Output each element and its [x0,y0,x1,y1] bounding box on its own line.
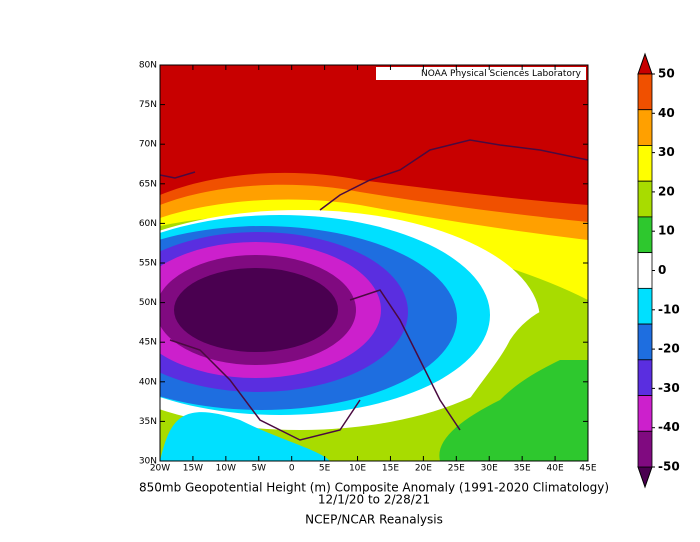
colorbar-box [637,287,653,325]
colorbar-label: 0 [658,263,666,277]
longitude-label: 15E [382,464,399,474]
colorbar-label: -20 [658,342,680,356]
colorbar-box [637,359,653,396]
title-line: 12/1/20 to 2/28/21 [318,493,430,507]
latitude-label: 50N [139,298,157,308]
title-line: NCEP/NCAR Reanalysis [305,513,443,527]
longitude-label: 0 [289,464,295,474]
colorbar-box [637,395,653,432]
latitude-label: 55N [139,259,157,269]
latitude-label: 80N [139,61,157,71]
colorbar-box [637,252,653,289]
longitude-label: 15W [183,464,203,474]
banner: NOAA Physical Sciences Laboratory [421,69,582,79]
colorbar-label: -30 [658,381,680,395]
colorbar-box [637,430,653,468]
colorbar-arrow [637,52,653,75]
colorbar-box [637,145,653,182]
colorbar-label: 10 [658,224,675,238]
colorbar-label: 50 [658,67,675,81]
latitude-label: 30N [139,457,157,467]
colorbar-label: 30 [658,145,675,159]
longitude-label: 45E [579,464,596,474]
anomaly-field [160,65,588,461]
colorbar-label: -50 [658,460,680,474]
colorbar-label: -40 [658,420,680,434]
colorbar-box [637,73,653,111]
latitude-label: 40N [139,377,157,387]
longitude-label: 40E [547,464,564,474]
longitude-label: 5W [251,464,266,474]
latitude-label: 70N [139,140,157,150]
colorbar-label: 20 [658,184,675,198]
banner-box [376,67,586,80]
colorbar-arrow [637,466,653,489]
title-line: 850mb Geopotential Height (m) Composite … [139,481,609,495]
latitude-label: 60N [139,219,157,229]
longitude-label: 25E [448,464,465,474]
longitude-label: 10W [216,464,236,474]
longitude-label: 20E [415,464,432,474]
colorbar-label: 40 [658,106,675,120]
latitude-label: 45N [139,338,157,348]
longitude-label: 35E [514,464,531,474]
colorbar-label: -10 [658,302,680,316]
colorbar-box [637,323,653,361]
latitude-label: 75N [139,100,157,110]
colorbar-box [637,216,653,254]
colorbar-box [637,109,653,146]
longitude-label: 30E [481,464,498,474]
latitude-label: 35N [139,417,157,427]
longitude-label: 20W [150,464,170,474]
longitude-label: 10E [349,464,366,474]
latitude-label: 65N [139,179,157,189]
colorbar-box [637,180,653,218]
longitude-label: 5E [319,464,331,474]
